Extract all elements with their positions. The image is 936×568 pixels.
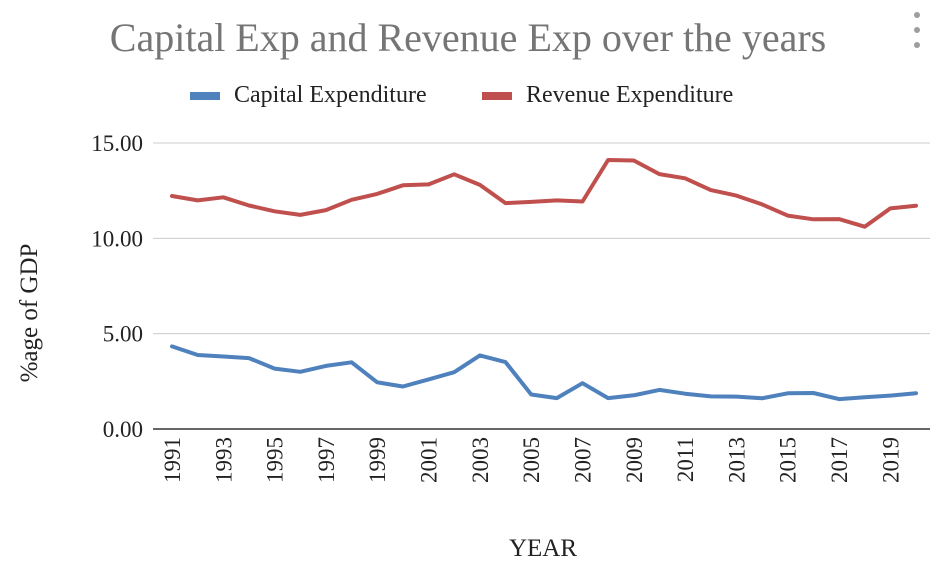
capital-expenditure-line[interactable] xyxy=(170,344,918,402)
legend-label-capital: Capital Expenditure xyxy=(234,82,427,108)
x-tick-label: 2003 xyxy=(468,437,493,483)
x-tick-label: 1995 xyxy=(263,437,288,483)
x-tick-label: 2019 xyxy=(878,437,903,483)
x-tick-label: 2007 xyxy=(570,437,595,483)
x-tick-label: 2011 xyxy=(673,437,698,482)
legend-item-revenue[interactable]: Revenue Expenditure xyxy=(482,82,733,109)
y-tick-label: 0.00 xyxy=(103,417,143,442)
x-tick-label: 1991 xyxy=(160,437,185,483)
x-axis-title: YEAR xyxy=(509,535,577,562)
x-tick-label: 1993 xyxy=(211,437,236,483)
legend-item-capital[interactable]: Capital Expenditure xyxy=(190,82,427,109)
legend-swatch-revenue xyxy=(482,91,512,100)
x-tick-label: 1997 xyxy=(314,437,339,483)
y-tick-labels: 0.00 5.00 10.00 15.00 xyxy=(91,131,143,442)
legend-label-revenue: Revenue Expenditure xyxy=(526,82,734,108)
x-tick-label: 2017 xyxy=(827,437,852,483)
series-lines xyxy=(170,158,918,402)
y-tick-label: 10.00 xyxy=(91,226,143,251)
x-tick-label: 2013 xyxy=(724,437,749,483)
revenue-expenditure-line[interactable] xyxy=(170,158,918,229)
y-axis-title: %age of GDP xyxy=(16,244,43,383)
x-tick-label: 2005 xyxy=(519,437,544,483)
chart-title: Capital Exp and Revenue Exp over the yea… xyxy=(109,15,827,60)
more-options-icon[interactable] xyxy=(911,12,923,52)
x-tick-label: 1999 xyxy=(365,437,390,483)
x-tick-label: 2001 xyxy=(417,437,442,483)
y-tick-label: 15.00 xyxy=(91,131,143,156)
x-tick-labels: 1991 1993 1995 1997 1999 2001 2003 2005 2007 2009… xyxy=(160,437,903,483)
legend-swatch-capital xyxy=(190,91,220,100)
legend: Capital Expenditure Revenue Expenditure xyxy=(0,82,936,116)
y-tick-label: 5.00 xyxy=(103,322,143,347)
gridlines xyxy=(153,142,930,430)
x-tick-label: 2015 xyxy=(776,437,801,483)
x-tick-label: 2009 xyxy=(622,437,647,483)
